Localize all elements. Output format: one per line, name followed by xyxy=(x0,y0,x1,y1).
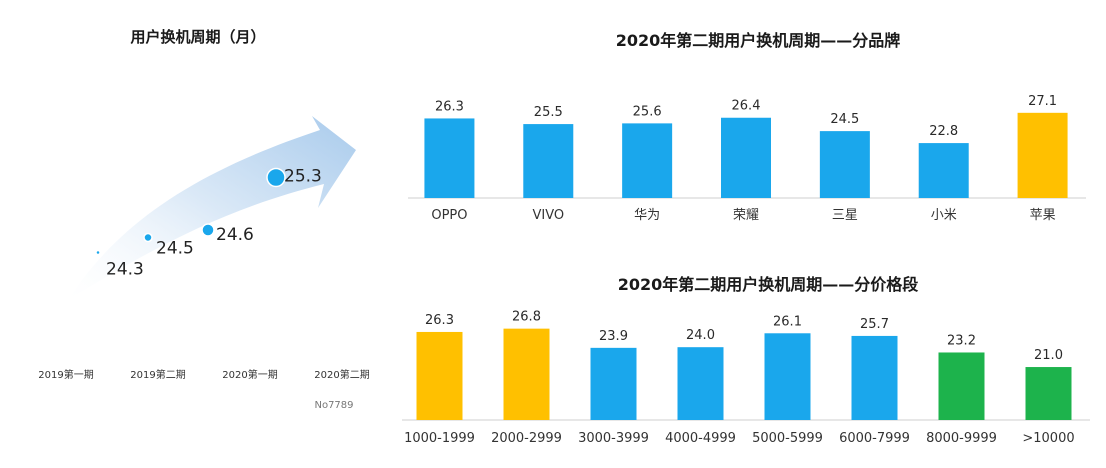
brand-value-label-1: 26.3 xyxy=(435,99,464,114)
brand-bar-7 xyxy=(1017,112,1068,198)
price-value-label-1: 26.3 xyxy=(425,313,454,328)
trend-category-label-1: 2019第一期 xyxy=(38,368,93,381)
trend-point-1 xyxy=(95,249,101,256)
brand-category-label-4: 荣耀 xyxy=(733,208,759,223)
price-chart-title: 2020年第二期用户换机周期——分价格段 xyxy=(618,275,920,294)
price-category-label-6: 6000-7999 xyxy=(839,431,910,446)
price-category-label-7: 8000-9999 xyxy=(926,431,997,446)
trend-category-labels: 2019第一期 2019第二期 2020第一期 2020第二期 xyxy=(38,368,369,381)
price-value-label-8: 21.0 xyxy=(1034,348,1063,363)
price-bar-6 xyxy=(851,335,898,420)
brand-bar-2 xyxy=(523,124,574,198)
brand-bar-5 xyxy=(819,131,870,198)
brand-bar-1 xyxy=(424,118,475,198)
brand-category-label-7: 苹果 xyxy=(1030,208,1056,223)
price-category-label-1: 1000-1999 xyxy=(404,431,475,446)
price-value-label-5: 26.1 xyxy=(773,314,802,329)
price-bar-1 xyxy=(416,331,463,420)
brand-value-label-5: 24.5 xyxy=(830,112,859,127)
price-category-label-4: 4000-4999 xyxy=(665,431,736,446)
brand-category-label-6: 小米 xyxy=(931,208,957,223)
price-bar-2 xyxy=(503,328,550,420)
brand-category-label-3: 华为 xyxy=(634,208,660,223)
brand-value-label-2: 25.5 xyxy=(534,105,563,120)
brand-category-label-1: OPPO xyxy=(431,208,467,223)
brand-value-label-3: 25.6 xyxy=(633,104,662,119)
trend-points: 24.3 24.5 24.6 25.3 xyxy=(95,167,322,280)
trend-point-3 xyxy=(201,223,215,237)
brand-value-label-7: 27.1 xyxy=(1028,94,1057,109)
price-category-label-8: >10000 xyxy=(1022,431,1074,446)
price-bar-3 xyxy=(590,347,637,420)
price-value-label-6: 25.7 xyxy=(860,317,889,332)
brand-value-label-6: 22.8 xyxy=(929,124,958,139)
trend-category-label-4: 2020第二期 xyxy=(314,368,369,381)
price-value-label-4: 24.0 xyxy=(686,328,715,343)
trend-point-2 xyxy=(143,232,153,243)
price-bar-chart: 2020年第二期用户换机周期——分价格段 26.3 1000-1999 26.8 20… xyxy=(402,275,1090,446)
brand-chart-title: 2020年第二期用户换机周期——分品牌 xyxy=(616,31,901,50)
price-value-label-3: 23.9 xyxy=(599,329,628,344)
trend-category-label-2: 2019第二期 xyxy=(130,368,185,381)
price-category-label-2: 2000-2999 xyxy=(491,431,562,446)
price-bar-7 xyxy=(938,352,985,420)
price-bars: 26.3 1000-1999 26.8 2000-2999 23.9 3000-3999 2… xyxy=(404,310,1075,446)
brand-bar-3 xyxy=(622,123,673,198)
watermark-text: No7789 xyxy=(314,400,353,411)
price-category-label-3: 3000-3999 xyxy=(578,431,649,446)
brand-bar-chart: 2020年第二期用户换机周期——分品牌 26.3 OPPO 25.5 VIVO 25.6… xyxy=(408,31,1086,223)
trend-point-4 xyxy=(266,167,286,188)
price-value-label-7: 23.2 xyxy=(947,333,976,348)
brand-bars: 26.3 OPPO 25.5 VIVO 25.6 华为 26.4 荣耀 24.5 三星 22.8 小米… xyxy=(424,94,1068,223)
brand-bar-4 xyxy=(721,117,771,198)
trend-arrow-shape xyxy=(68,116,356,300)
price-bar-4 xyxy=(677,347,724,420)
brand-bar-6 xyxy=(918,143,969,198)
trend-value-label-4: 25.3 xyxy=(284,167,322,187)
brand-category-label-2: VIVO xyxy=(532,208,564,223)
trend-value-label-1: 24.3 xyxy=(106,260,144,280)
trend-value-label-2: 24.5 xyxy=(156,239,194,259)
price-bar-8 xyxy=(1025,367,1072,420)
brand-value-label-4: 26.4 xyxy=(732,99,761,114)
price-bar-5 xyxy=(764,333,811,420)
trend-chart-title: 用户换机周期（月） xyxy=(130,28,265,46)
price-category-label-5: 5000-5999 xyxy=(752,431,823,446)
brand-category-label-5: 三星 xyxy=(832,208,858,223)
trend-category-label-3: 2020第一期 xyxy=(222,368,277,381)
trend-chart: 用户换机周期（月） 24.3 24.5 24.6 25.3 2019第一期 2019第二… xyxy=(38,28,369,411)
trend-value-label-3: 24.6 xyxy=(216,225,254,245)
price-value-label-2: 26.8 xyxy=(512,310,541,325)
